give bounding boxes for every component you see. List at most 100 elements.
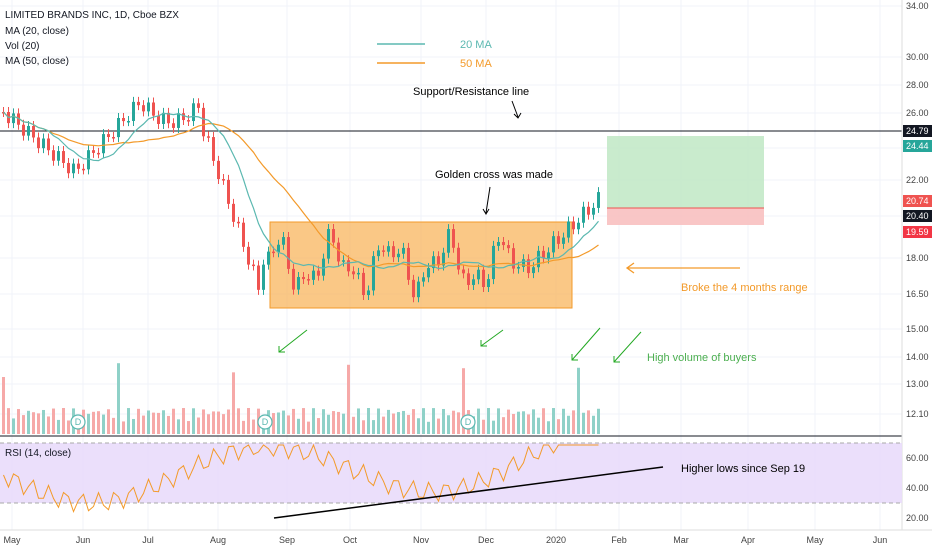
x-tick-label: Oct: [343, 535, 358, 545]
candle-body: [197, 103, 200, 108]
candle-body: [542, 250, 545, 259]
x-axis-ticks: May Jun Jul Aug Sep Oct Nov Dec 2020 Feb Mar Apr May…: [3, 535, 887, 545]
volume-bar: [422, 408, 425, 434]
rsi-label: RSI (14, close): [5, 448, 71, 459]
volume-bar: [587, 410, 590, 434]
candle-body: [512, 248, 515, 269]
volume-bar: [447, 415, 450, 434]
y-tick-label: 13.00: [906, 379, 929, 389]
golden-cross-arrow: [482, 186, 491, 215]
candle-body: [372, 256, 375, 291]
candle-body: [12, 113, 15, 124]
volume-bar: [397, 412, 400, 434]
candle-body: [177, 113, 180, 128]
volume-bar: [347, 364, 350, 434]
y-tick-label: 14.00: [906, 352, 929, 362]
ma50-line: [3, 111, 599, 268]
candle-body: [17, 113, 20, 125]
volume-bar: [142, 415, 145, 434]
volume-bar: [152, 412, 155, 434]
volume-bar: [102, 414, 105, 434]
volume-bar: [12, 418, 15, 434]
price-tag: 20.40: [903, 210, 932, 222]
volume-bar: [32, 412, 35, 434]
candle-body: [477, 269, 480, 280]
higher-lows-trendline[interactable]: [273, 466, 664, 519]
volume-bar: [237, 408, 240, 434]
volume-bar: [22, 415, 25, 434]
candle-body: [292, 268, 295, 290]
candle-body: [167, 112, 170, 124]
target-zone: [607, 136, 764, 208]
candle-body: [267, 251, 270, 265]
candle-body: [22, 124, 25, 136]
volume-bar: [67, 420, 70, 434]
candle-body: [242, 222, 245, 247]
volume-bar: [57, 419, 60, 434]
candle-body: [202, 107, 205, 137]
x-tick-label: May: [3, 535, 21, 545]
candle-body: [222, 179, 225, 181]
candle-body: [187, 120, 190, 122]
candle-body: [57, 151, 60, 161]
x-tick-label: May: [806, 535, 824, 545]
candle-body: [592, 207, 595, 215]
volume-bar: [412, 409, 415, 434]
y-tick-label: 30.00: [906, 52, 929, 62]
volume-bar: [487, 408, 490, 434]
candle-body: [247, 246, 250, 265]
price-tag: 24.44: [903, 140, 932, 152]
candle-body: [112, 137, 115, 139]
candle-body: [132, 101, 135, 121]
volume-bar: [197, 417, 200, 434]
candle-body: [277, 244, 280, 253]
candle-body: [407, 247, 410, 280]
y-tick-label: 16.50: [906, 289, 929, 299]
candle-body: [127, 120, 130, 123]
candle-body: [147, 102, 150, 112]
candle-body: [227, 179, 230, 204]
dividend-marker[interactable]: D: [460, 414, 476, 430]
candle-body: [207, 136, 210, 138]
ma20-line: [3, 111, 599, 270]
volume-bar: [252, 419, 255, 434]
candle-body: [327, 229, 330, 259]
candle-body: [302, 276, 305, 280]
volume-bar: [542, 408, 545, 434]
candle-body: [137, 101, 140, 106]
rsi-tick-label: 40.00: [906, 483, 929, 493]
x-tick-label: Apr: [741, 535, 755, 545]
volume-bar: [282, 410, 285, 434]
candle-body: [157, 115, 160, 124]
candle-body: [452, 229, 455, 248]
volume-bar: [462, 368, 465, 434]
candle-body: [272, 251, 275, 254]
candle-body: [422, 277, 425, 282]
candle-body: [497, 241, 500, 246]
candle-body: [507, 245, 510, 249]
volume-bar: [327, 414, 330, 434]
volume-bar: [362, 420, 365, 434]
candle-body: [212, 137, 215, 161]
volume-bar: [187, 421, 190, 434]
volume-bar: [532, 409, 535, 434]
candle-body: [392, 246, 395, 258]
volume-bar: [272, 413, 275, 434]
volume-bar: [452, 410, 455, 434]
candle-body: [87, 150, 90, 170]
volume-arrows: [278, 327, 642, 363]
volume-bar: [492, 420, 495, 434]
candle-body: [557, 236, 560, 244]
candle-body: [432, 256, 435, 269]
volume-bar: [27, 410, 30, 434]
ma50-legend: MA (50, close): [5, 56, 69, 67]
volume-bar: [502, 417, 505, 434]
candle-body: [517, 266, 520, 269]
candle-body: [447, 229, 450, 253]
candle-body: [567, 221, 570, 238]
dividend-marker[interactable]: D: [70, 414, 86, 430]
candle-body: [487, 279, 490, 288]
dividend-marker[interactable]: D: [257, 414, 273, 430]
volume-bar: [592, 415, 595, 434]
